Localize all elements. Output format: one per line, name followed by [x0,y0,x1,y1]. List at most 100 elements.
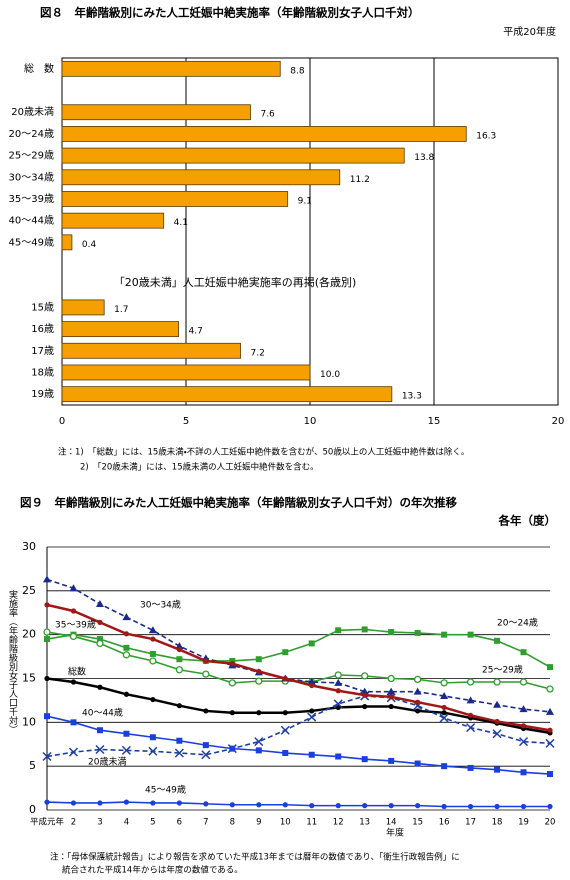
marker [361,756,368,763]
marker [334,678,343,686]
y-tick-label: 17歳 [31,345,54,357]
marker [123,799,130,805]
y-tick-label: 30～34歳 [9,171,54,183]
y-tick-label: 25～29歳 [9,150,54,162]
x-tick-label: 7 [203,818,208,828]
bar [61,147,405,164]
series-line [46,578,551,713]
marker [282,649,289,656]
marker [255,747,262,754]
x-axis-label: 年度 [386,827,404,839]
bar [61,126,467,142]
bar [61,299,105,316]
marker [467,803,474,810]
marker [518,737,529,747]
y-tick-label: 45～49歳 [9,236,54,248]
marker [95,599,104,607]
value-label: 10.0 [320,370,340,380]
marker [42,751,52,762]
marker [413,687,422,695]
value-label: 11.2 [350,175,370,185]
x-tick-label: 11 [306,818,317,828]
marker [362,703,368,710]
marker [148,746,158,756]
marker [229,802,235,808]
note: 2) 「20歳未満」には、15歳未満の人工妊娠中絶件数を含む。 [80,462,319,473]
marker [493,700,502,708]
value-label: 1.7 [114,305,128,315]
x-tick-label: 20 [545,818,556,828]
marker [520,803,527,810]
marker [202,670,210,678]
marker [176,656,183,663]
marker [362,803,368,809]
marker [335,688,341,694]
marker [309,708,315,714]
marker [494,637,501,644]
x-tick-label: 10 [280,818,291,828]
marker [546,707,554,715]
marker [70,800,77,806]
x-tick-label: 18 [492,818,503,828]
series-label: 35～39歳 [55,619,96,631]
marker [309,682,315,689]
value-label: 7.6 [260,110,275,120]
marker [69,632,78,641]
x-tick-label: 13 [359,818,370,828]
marker [149,657,157,665]
marker [387,674,395,683]
marker [388,694,394,700]
chart-title: 図９ 年齢階級別にみた人工妊娠中絶実施率（年齢階級別女子人口千対）の年次推移 [20,496,457,510]
marker [467,631,474,638]
marker [203,801,209,807]
series-line [46,801,550,808]
marker [545,738,555,748]
x-tick-label: 5 [150,818,155,828]
marker [282,675,288,682]
marker [174,748,184,758]
marker [334,671,342,679]
value-label: 4.7 [189,327,203,337]
marker [282,802,288,808]
bar [61,364,311,381]
marker [388,757,395,764]
marker [97,619,103,625]
marker [307,712,317,722]
marker [175,666,184,674]
marker [414,760,421,767]
series-line [46,695,551,758]
marker [361,672,369,680]
marker [121,745,131,755]
x-tick-label: 15 [412,818,423,828]
marker [43,575,51,583]
marker [441,763,448,770]
y-tick-label: 18歳 [31,366,54,378]
marker [70,608,77,614]
marker [307,678,316,686]
marker [387,687,396,695]
marker [175,642,184,650]
bar [61,104,251,121]
note: 統合された平成14年からは年度の数値である。 [62,865,243,876]
x-tick-label: 17 [465,818,476,828]
marker [335,803,341,809]
marker [44,602,50,608]
marker [96,636,103,643]
marker [176,703,182,709]
marker [95,744,105,755]
marker [229,657,236,664]
series-line [46,677,551,735]
marker [44,713,50,720]
value-label: 0.4 [82,240,97,250]
value-label: 16.3 [476,131,496,141]
marker [123,631,130,637]
y-tick-label: 25 [22,584,36,597]
marker [149,650,156,657]
series-label: 30～34歳 [140,599,181,611]
series-label: 20～24歳 [497,617,538,629]
marker [439,713,449,723]
marker [254,737,264,747]
marker [122,613,131,621]
y-tick-label: 40～44歳 [9,215,54,227]
y-tick-label: 0 [29,803,36,816]
